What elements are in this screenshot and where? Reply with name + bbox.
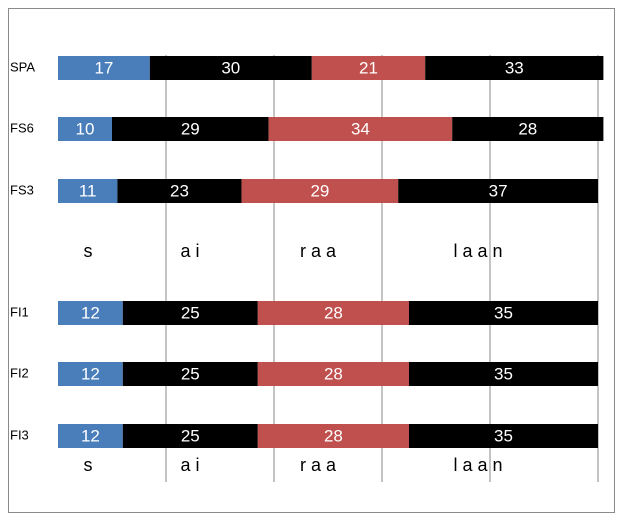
segment-label: 35 bbox=[494, 426, 513, 445]
bar-segment bbox=[58, 301, 123, 325]
category-label: SPA bbox=[10, 59, 35, 74]
bar-segment bbox=[452, 117, 604, 141]
bar-segment bbox=[257, 301, 409, 325]
syllable-label: a i bbox=[180, 455, 199, 475]
segment-label: 34 bbox=[351, 119, 370, 138]
bar-segment bbox=[241, 179, 399, 203]
syllable-label: r a a bbox=[300, 455, 337, 475]
segment-label: 25 bbox=[181, 364, 200, 383]
category-label: FS6 bbox=[10, 120, 34, 135]
bar-segment bbox=[257, 362, 409, 386]
segment-label: 23 bbox=[170, 181, 189, 200]
segment-label: 12 bbox=[81, 303, 100, 322]
bar-segment bbox=[311, 56, 426, 80]
syllable-label: a i bbox=[180, 241, 199, 261]
bar-segment bbox=[58, 117, 112, 141]
segment-label: 11 bbox=[79, 181, 97, 200]
bar-segment bbox=[122, 362, 258, 386]
segment-label: 28 bbox=[324, 303, 343, 322]
segment-label: 17 bbox=[94, 58, 113, 77]
category-label: FS3 bbox=[10, 182, 34, 197]
bar-segment bbox=[112, 117, 269, 141]
segment-label: 25 bbox=[181, 303, 200, 322]
bar-segment bbox=[122, 301, 258, 325]
segment-label: 28 bbox=[518, 119, 537, 138]
segment-label: 12 bbox=[81, 426, 100, 445]
segment-label: 35 bbox=[494, 303, 513, 322]
bar-segment bbox=[58, 179, 118, 203]
segment-label: 29 bbox=[310, 181, 329, 200]
segment-label: 33 bbox=[505, 58, 524, 77]
bar-segment bbox=[409, 424, 598, 448]
bar-segment bbox=[122, 424, 258, 448]
bar-segment bbox=[58, 56, 150, 80]
bar-segment bbox=[409, 362, 598, 386]
bar-segment bbox=[117, 179, 242, 203]
bar-segment bbox=[268, 117, 453, 141]
segment-label: 21 bbox=[359, 58, 378, 77]
segment-label: 12 bbox=[81, 364, 100, 383]
syllable-label: l a a n bbox=[453, 455, 502, 475]
segment-label: 28 bbox=[324, 364, 343, 383]
bar-segment bbox=[58, 424, 123, 448]
segment-label: 28 bbox=[324, 426, 343, 445]
syllable-label: l a a n bbox=[453, 241, 502, 261]
bar-segment bbox=[425, 56, 604, 80]
bar-segment bbox=[409, 301, 598, 325]
category-label: FI1 bbox=[10, 304, 29, 319]
segment-label: 37 bbox=[489, 181, 508, 200]
syllable-label: s bbox=[84, 241, 93, 261]
segment-label: 29 bbox=[181, 119, 200, 138]
segment-label: 25 bbox=[181, 426, 200, 445]
segment-label: 30 bbox=[221, 58, 240, 77]
category-label: FI3 bbox=[10, 427, 29, 442]
segment-label: 35 bbox=[494, 364, 513, 383]
category-label: FI2 bbox=[10, 365, 29, 380]
bar-segment bbox=[149, 56, 312, 80]
bar-segment bbox=[58, 362, 123, 386]
bar-segment bbox=[257, 424, 409, 448]
syllable-label: r a a bbox=[300, 241, 337, 261]
segment-label: 10 bbox=[76, 119, 95, 138]
bar-segment bbox=[398, 179, 598, 203]
syllable-label: s bbox=[84, 455, 93, 475]
